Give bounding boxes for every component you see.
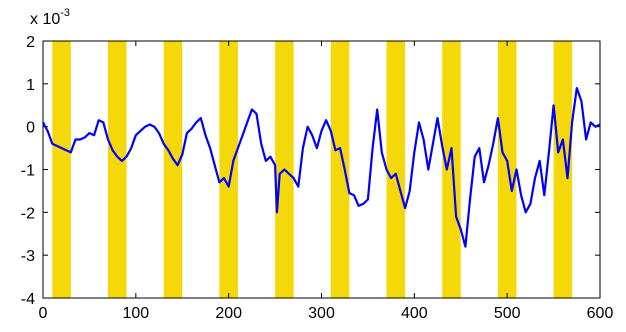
x-tick-label: 500 bbox=[494, 305, 521, 322]
highlight-bands bbox=[52, 41, 573, 298]
y-tick-labels: -4 -3 -2 -1 0 1 2 bbox=[21, 34, 35, 308]
y-tick-label: -3 bbox=[21, 248, 35, 265]
highlight-band bbox=[163, 41, 183, 298]
multiplier-base: x 10 bbox=[30, 11, 60, 28]
y-tick-label: -2 bbox=[21, 205, 35, 222]
multiplier-exponent: -3 bbox=[60, 7, 70, 19]
y-tick-label: 1 bbox=[26, 77, 35, 94]
x-tick-label: 100 bbox=[122, 305, 149, 322]
y-axis-multiplier: x 10-3 bbox=[30, 7, 70, 28]
y-tick-label: -1 bbox=[21, 163, 35, 180]
highlight-band bbox=[52, 41, 71, 298]
y-tick-label: 0 bbox=[26, 120, 35, 137]
y-tick-label: 2 bbox=[26, 34, 35, 51]
x-tick-label: 0 bbox=[39, 305, 48, 322]
highlight-band bbox=[330, 41, 350, 298]
highlight-band bbox=[442, 41, 461, 298]
x-tick-label: 200 bbox=[215, 305, 242, 322]
axis-ticks bbox=[42, 40, 601, 299]
highlight-band bbox=[219, 41, 238, 298]
x-tick-label: 400 bbox=[401, 305, 428, 322]
series-line bbox=[42, 87, 601, 248]
highlight-band bbox=[553, 41, 573, 298]
x-tick-label: 600 bbox=[587, 305, 614, 322]
x-tick-label: 300 bbox=[308, 305, 335, 322]
x-tick-labels: 0 100 200 300 400 500 600 bbox=[39, 305, 614, 322]
y-tick-label: -4 bbox=[21, 291, 35, 308]
highlight-band bbox=[497, 41, 517, 298]
highlight-band bbox=[386, 41, 406, 298]
highlight-band bbox=[107, 41, 127, 298]
